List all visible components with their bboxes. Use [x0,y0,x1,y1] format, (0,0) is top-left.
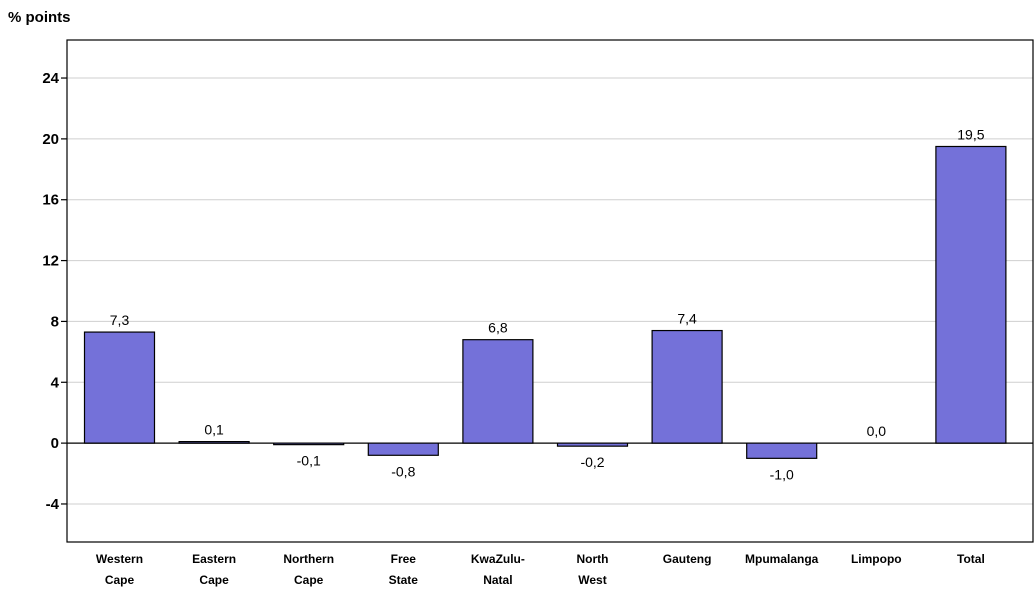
bar [178,441,250,444]
bar [556,442,629,447]
y-tick-label: 12 [42,253,59,270]
bars [83,145,1007,459]
value-labels: 7,3 0,1 -0,1 -0,8 6,8 -0,2 7,4 -1,0 0,0 19,5 [110,126,985,482]
plot-frame [66,39,1034,543]
x-category-label-line: Gauteng [663,552,712,566]
x-category-label: Gauteng [663,552,712,566]
x-category-label-line: State [389,573,419,587]
x-category-label: KwaZulu- Natal [471,552,525,587]
y-axis-label: % points [8,9,71,26]
y-tick-label: 20 [42,131,59,148]
x-category-label-line: Mpumalanga [745,552,819,566]
bar-value-label: 19,5 [957,126,984,142]
y-tick-label: -4 [46,496,60,513]
bar [273,442,345,446]
x-category-label-line: Eastern [192,552,236,566]
bar-value-label: 0,0 [867,423,887,439]
x-category-label: Total [957,552,985,566]
bar-value-label: 0,1 [204,422,224,438]
gridlines [67,77,1033,505]
bar [462,339,534,444]
category-labels: Western Cape Eastern Cape Northern Cape Free St… [96,552,985,587]
x-category-label: Western Cape [96,552,143,587]
x-category-label-line: Northern [283,552,334,566]
y-tick-label: 16 [42,192,59,209]
x-category-label-line: Limpopo [851,552,902,566]
y-axis-ticks: -4 0 4 8 12 16 20 24 [42,70,67,513]
x-category-label-line: Free [391,552,417,566]
x-category-label: Northern Cape [283,552,334,587]
x-category-label-line: Natal [483,573,512,587]
x-category-label-line: KwaZulu- [471,552,525,566]
x-category-label: North West [577,552,609,587]
x-category-label-line: Cape [294,573,324,587]
x-category-label-line: North [577,552,609,566]
bar-value-label: -0,1 [297,453,321,469]
x-category-label-line: Western [96,552,143,566]
y-tick-label: 0 [51,435,59,452]
bar-value-label: -0,2 [580,454,604,470]
y-tick-label: 8 [51,313,59,330]
bar [651,329,723,444]
x-category-label-line: Cape [199,573,229,587]
bar [83,331,156,444]
y-tick-label: 24 [42,70,59,87]
bar [367,442,439,456]
bar-value-label: 6,8 [488,320,508,336]
bar-value-label: 7,4 [677,311,697,327]
x-category-label-line: Total [957,552,985,566]
bar-value-label: 7,3 [110,312,130,328]
x-category-label: Mpumalanga [745,552,819,566]
y-tick-label: 4 [51,374,60,391]
x-category-label-line: Cape [105,573,135,587]
bar-value-label: -0,8 [391,463,415,479]
bar [746,442,818,459]
x-category-label: Limpopo [851,552,902,566]
x-category-label-line: West [578,573,606,587]
bar-value-label: -1,0 [770,466,794,482]
bar [935,145,1007,444]
x-category-label: Free State [389,552,419,587]
x-category-label: Eastern Cape [192,552,236,587]
